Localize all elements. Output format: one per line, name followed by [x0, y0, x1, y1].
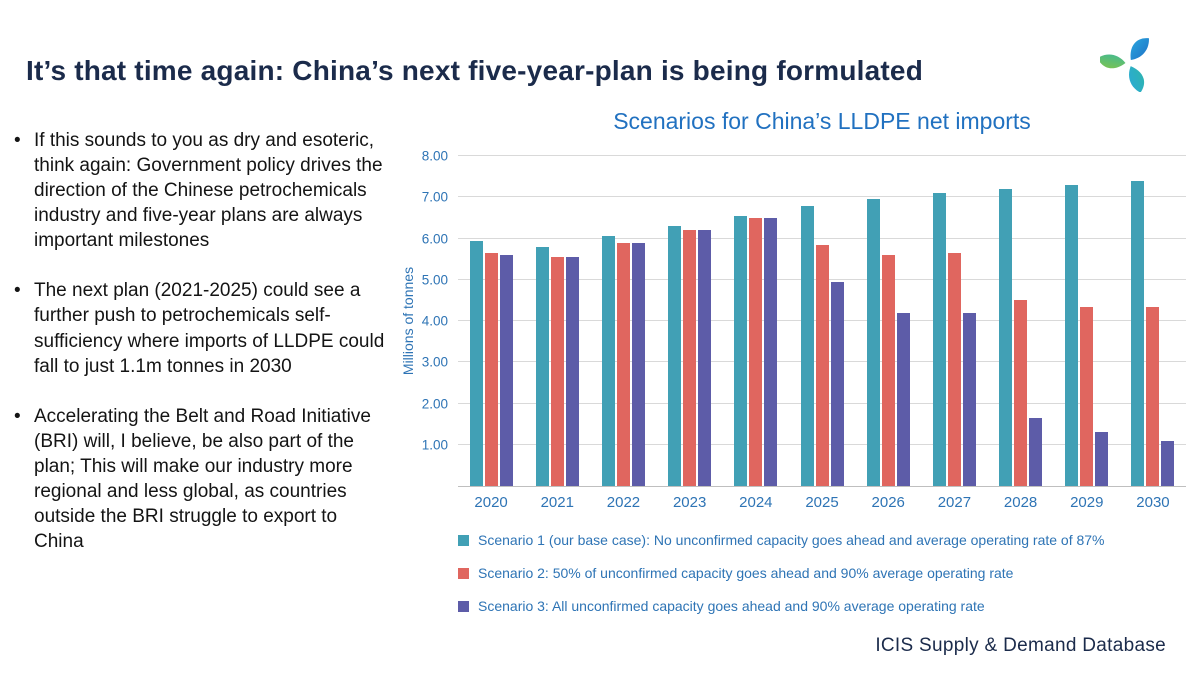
- x-tick-label: 2028: [1003, 494, 1038, 511]
- bar-scenario-3: [1095, 432, 1109, 486]
- x-tick-label: 2030: [1136, 494, 1170, 511]
- x-tick-label: 2029: [1070, 494, 1104, 511]
- gridline: [458, 237, 1186, 239]
- y-tick-label: 5.00: [421, 272, 448, 288]
- gridline: [458, 196, 1186, 198]
- y-axis: 1.00 2.00 3.00 4.00 5.00 6.00 7.00 8.00: [392, 149, 458, 486]
- bar-scenario-2: [881, 255, 895, 486]
- bar-groups: [458, 156, 1186, 486]
- x-axis: 2020 2021 2022 2023 2024 2025 2026 2027 2028 2029…: [458, 494, 1186, 511]
- y-tick-label: 7.00: [421, 189, 448, 205]
- source-text: ICIS Supply & Demand Database: [875, 635, 1166, 656]
- bar-scenario-2: [550, 257, 564, 486]
- y-tick-label: 6.00: [421, 231, 448, 246]
- bar-scenario-3: [830, 281, 844, 486]
- bar-scenario-2: [683, 230, 697, 486]
- bar-group: [657, 156, 723, 486]
- bar-scenario-3: [1029, 417, 1043, 486]
- bar-scenario-1: [601, 236, 615, 486]
- page-title: It’s that time again: China’s next five-…: [26, 54, 924, 86]
- bar-scenario-3: [499, 255, 513, 486]
- legend-item: Scenario 2: 50% of unconfirmed capacity …: [458, 565, 1105, 581]
- bar-scenario-3: [565, 257, 579, 486]
- legend-label: Scenario 3: All unconfirmed capacity goe…: [478, 598, 985, 614]
- bar-scenario-3: [896, 312, 910, 486]
- bar-group: [723, 156, 789, 486]
- bar-scenario-1: [1131, 180, 1145, 486]
- x-tick-label: 2023: [672, 494, 707, 511]
- bar-scenario-3: [698, 230, 712, 486]
- gridline: [458, 155, 1186, 156]
- bullet-item: The next plan (2021-2025) could see a fu…: [12, 278, 392, 378]
- bar-scenario-1: [999, 189, 1013, 486]
- bar-group: [458, 156, 524, 486]
- bar-scenario-1: [1065, 184, 1079, 486]
- legend-item: Scenario 1 (our base case): No unconfirm…: [458, 532, 1105, 548]
- bar-group: [590, 156, 656, 486]
- bar-scenario-3: [962, 312, 976, 486]
- bar-scenario-1: [535, 246, 549, 486]
- bar-group: [855, 156, 921, 486]
- bar-scenario-1: [932, 193, 946, 486]
- icis-logo-icon: [1097, 34, 1158, 93]
- plot-area: [458, 155, 1186, 487]
- legend-swatch: [458, 567, 469, 579]
- bar-scenario-3: [631, 242, 645, 486]
- legend: Scenario 1 (our base case): No unconfirm…: [458, 532, 1105, 631]
- bar-scenario-2: [1014, 300, 1028, 486]
- x-tick-label: 2025: [805, 494, 839, 511]
- y-tick-label: 1.00: [421, 437, 448, 453]
- x-tick-label: 2027: [937, 494, 972, 511]
- bar-scenario-2: [815, 244, 829, 486]
- bar-scenario-1: [668, 226, 682, 486]
- x-tick-label: 2026: [871, 494, 905, 511]
- chart: Scenarios for China’s LLDPE net imports …: [392, 108, 1192, 633]
- legend-swatch: [458, 534, 469, 546]
- bar-group: [921, 156, 987, 486]
- bar-scenario-2: [1080, 306, 1094, 486]
- bullet-item: Accelerating the Belt and Road Initiativ…: [12, 404, 392, 554]
- x-tick-label: 2021: [540, 494, 574, 511]
- x-tick-label: 2024: [739, 494, 773, 511]
- legend-label: Scenario 1 (our base case): No unconfirm…: [478, 532, 1105, 548]
- bar-group: [1120, 156, 1186, 486]
- y-tick-label: 2.00: [421, 396, 448, 411]
- bar-scenario-2: [749, 217, 763, 486]
- bar-scenario-2: [947, 252, 961, 486]
- y-tick-label: 4.00: [421, 313, 448, 329]
- bar-scenario-1: [469, 240, 483, 486]
- bar-scenario-3: [1161, 440, 1175, 486]
- x-tick-label: 2022: [606, 494, 641, 511]
- bar-scenario-2: [1146, 306, 1160, 486]
- bar-scenario-3: [764, 217, 778, 486]
- bar-group: [524, 156, 590, 486]
- bar-scenario-2: [616, 242, 630, 486]
- legend-item: Scenario 3: All unconfirmed capacity goe…: [458, 598, 1105, 614]
- bar-scenario-1: [866, 199, 880, 486]
- bar-scenario-1: [800, 205, 814, 486]
- bar-scenario-2: [484, 252, 498, 486]
- y-tick-label: 8.00: [421, 148, 448, 164]
- bar-group: [1054, 156, 1120, 486]
- x-tick-label: 2020: [474, 494, 508, 511]
- bullet-item: If this sounds to you as dry and esoteri…: [12, 128, 392, 253]
- bar-group: [789, 156, 855, 486]
- bar-scenario-1: [734, 215, 748, 486]
- legend-label: Scenario 2: 50% of unconfirmed capacity …: [478, 565, 1014, 581]
- y-tick-label: 3.00: [421, 354, 448, 370]
- legend-swatch: [458, 600, 469, 612]
- bullet-list: If this sounds to you as dry and esoteri…: [12, 128, 392, 579]
- chart-title: Scenarios for China’s LLDPE net imports: [613, 108, 1031, 134]
- bar-group: [988, 156, 1054, 486]
